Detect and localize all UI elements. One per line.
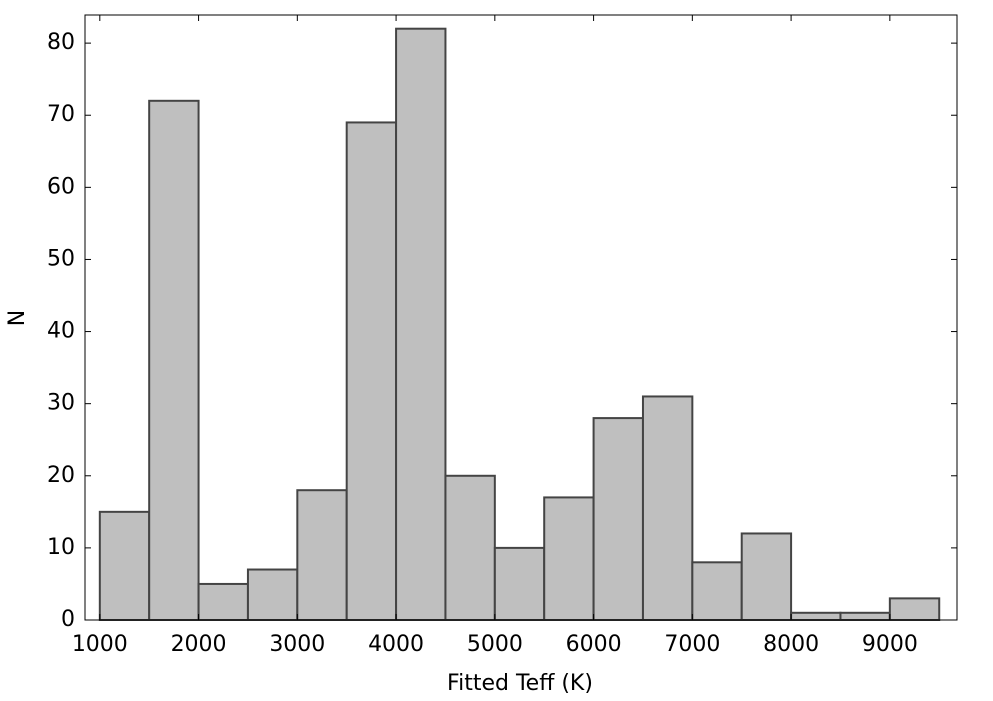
bar: [493, 546, 546, 621]
y-tick-label: 80: [47, 30, 75, 55]
bar: [246, 568, 299, 622]
bar: [543, 496, 595, 621]
y-tick-label: 40: [47, 319, 75, 344]
x-tick-label: 1000: [72, 632, 128, 657]
bar: [790, 611, 842, 622]
y-tick-label: 70: [47, 102, 75, 127]
x-tick-label: 8000: [763, 632, 819, 657]
y-tick-label: 10: [47, 535, 75, 560]
x-tick-label: 5000: [467, 632, 523, 657]
bar: [197, 582, 249, 622]
bar: [839, 611, 891, 622]
bar: [395, 27, 447, 622]
bar: [345, 121, 398, 621]
x-axis-label: Fitted Teff (K): [447, 671, 593, 696]
bar: [296, 489, 348, 622]
x-tick-label: 2000: [171, 632, 227, 657]
bar: [98, 510, 151, 621]
bar: [641, 395, 694, 622]
x-tick-label: 7000: [664, 632, 720, 657]
bar: [888, 597, 941, 622]
bar: [444, 474, 496, 622]
y-tick-label: 30: [47, 391, 75, 416]
y-axis-label: N: [5, 310, 30, 326]
bar: [592, 417, 644, 621]
y-tick-label: 50: [47, 246, 75, 271]
bar: [740, 532, 793, 622]
plot-frame: [84, 14, 958, 621]
y-tick-label: 60: [47, 174, 75, 199]
y-tick-label: 0: [61, 607, 75, 632]
bar: [148, 99, 200, 621]
y-tick-label: 20: [47, 463, 75, 488]
bar: [691, 561, 743, 621]
x-tick-label: 3000: [269, 632, 325, 657]
x-tick-label: 6000: [566, 632, 622, 657]
x-tick-label: 9000: [862, 632, 918, 657]
x-tick-label: 4000: [368, 632, 424, 657]
